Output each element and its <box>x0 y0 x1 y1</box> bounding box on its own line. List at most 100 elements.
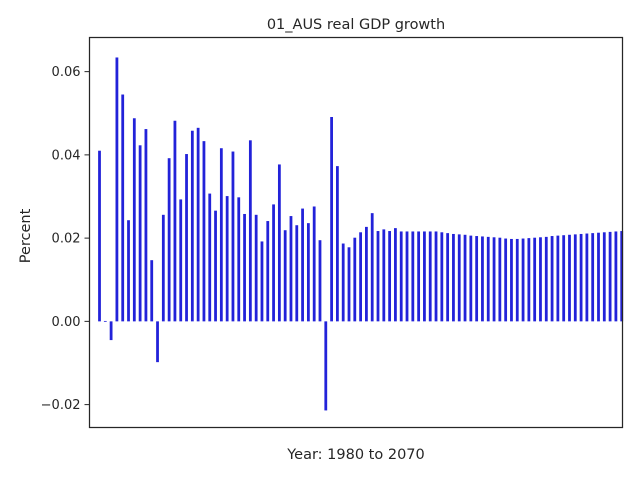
bar-2016 <box>306 223 310 322</box>
bar-1983 <box>115 57 119 322</box>
bar-2026 <box>365 226 368 322</box>
bar-2019 <box>324 321 328 411</box>
bar-1996 <box>190 130 194 322</box>
bar-1986 <box>132 118 136 322</box>
bar-2047 <box>486 236 490 322</box>
bar-2040 <box>446 233 450 322</box>
bar-2024 <box>353 237 357 322</box>
bar-1988 <box>144 129 148 322</box>
bar-2063 <box>579 233 583 322</box>
bar-1993 <box>173 120 177 322</box>
bar-2029 <box>382 229 386 322</box>
bar-2020 <box>330 117 333 322</box>
bar-2041 <box>452 233 455 322</box>
bar-2046 <box>481 236 484 322</box>
bar-2036 <box>423 231 426 322</box>
bar-2017 <box>312 206 316 322</box>
bar-2057 <box>544 236 548 322</box>
bar-1995 <box>185 154 188 322</box>
bar-2033 <box>405 231 409 322</box>
bar-2022 <box>341 243 345 322</box>
bar-2043 <box>463 234 467 322</box>
y-tick-label: 0.00 <box>52 315 81 330</box>
bar-2054 <box>527 238 531 322</box>
bar-2034 <box>411 231 415 322</box>
bar-2048 <box>492 237 496 322</box>
y-axis-title: Percent <box>18 208 34 263</box>
bar-2025 <box>359 232 362 322</box>
bar-2001 <box>219 148 223 322</box>
bar-1985 <box>127 220 130 322</box>
bar-2005 <box>243 213 246 322</box>
bar-2000 <box>214 210 217 322</box>
bar-2049 <box>498 237 502 322</box>
bar-2021 <box>336 166 339 322</box>
bar-2003 <box>231 151 235 322</box>
bar-2023 <box>347 247 351 322</box>
bar-2011 <box>277 164 281 322</box>
bar-2013 <box>289 216 293 322</box>
bar-2056 <box>539 237 542 322</box>
y-tick-label: 0.02 <box>52 232 81 247</box>
bar-2009 <box>266 221 270 322</box>
bar-1991 <box>161 214 165 322</box>
bar-2070 <box>620 231 624 322</box>
bar-1990 <box>156 321 159 363</box>
bar-2065 <box>591 233 595 322</box>
bar-2039 <box>440 232 444 322</box>
bar-1992 <box>167 158 171 322</box>
bar-2037 <box>428 231 432 322</box>
bar-2062 <box>573 234 577 322</box>
bar-2042 <box>457 234 461 322</box>
bar-2045 <box>475 236 479 322</box>
bar-2050 <box>504 238 508 322</box>
bar-2030 <box>388 231 392 322</box>
bar-2032 <box>399 231 403 322</box>
x-axis-title: Year: 1980 to 2070 <box>286 447 425 463</box>
bar-2008 <box>260 241 264 322</box>
bar-2028 <box>376 231 380 322</box>
bar-2015 <box>301 208 304 322</box>
bar-2053 <box>521 238 525 322</box>
y-tick-label: 0.04 <box>52 148 81 163</box>
bar-1999 <box>208 193 212 322</box>
bar-1994 <box>179 199 183 322</box>
bar-2069 <box>614 231 618 322</box>
bar-1997 <box>196 127 200 322</box>
bar-2004 <box>237 197 241 322</box>
bar-2051 <box>510 238 513 322</box>
bar-2059 <box>556 235 560 322</box>
bar-2007 <box>254 214 258 322</box>
bar-2038 <box>434 231 438 322</box>
bar-2068 <box>608 231 612 322</box>
bar-2035 <box>417 231 421 322</box>
bar-2067 <box>602 232 606 322</box>
bar-2018 <box>318 240 322 322</box>
bar-2044 <box>469 235 473 322</box>
bar-series <box>98 57 624 411</box>
bar-1998 <box>202 141 206 322</box>
bar-2027 <box>370 213 374 322</box>
bar-2061 <box>568 234 571 322</box>
bar-1987 <box>138 145 142 322</box>
bar-2002 <box>225 196 229 322</box>
bar-1981 <box>103 320 107 322</box>
bar-2006 <box>248 140 252 322</box>
chart-title: 01_AUS real GDP growth <box>267 17 445 33</box>
bar-1980 <box>98 150 101 322</box>
bar-1989 <box>150 260 154 322</box>
y-axis-ticks: −0.02 0.00 0.02 0.04 0.06 <box>41 65 90 413</box>
bar-2012 <box>283 230 287 322</box>
plot-area-frame <box>88 36 624 429</box>
bar-2055 <box>533 237 537 322</box>
bar-2058 <box>550 236 554 322</box>
bar-2052 <box>515 238 519 322</box>
bar-2031 <box>394 228 397 322</box>
bar-2010 <box>272 204 275 322</box>
y-tick-label: −0.02 <box>41 398 81 413</box>
bar-1984 <box>121 94 125 322</box>
bar-2014 <box>295 225 299 322</box>
bar-2060 <box>562 235 566 322</box>
bar-2066 <box>597 232 600 322</box>
